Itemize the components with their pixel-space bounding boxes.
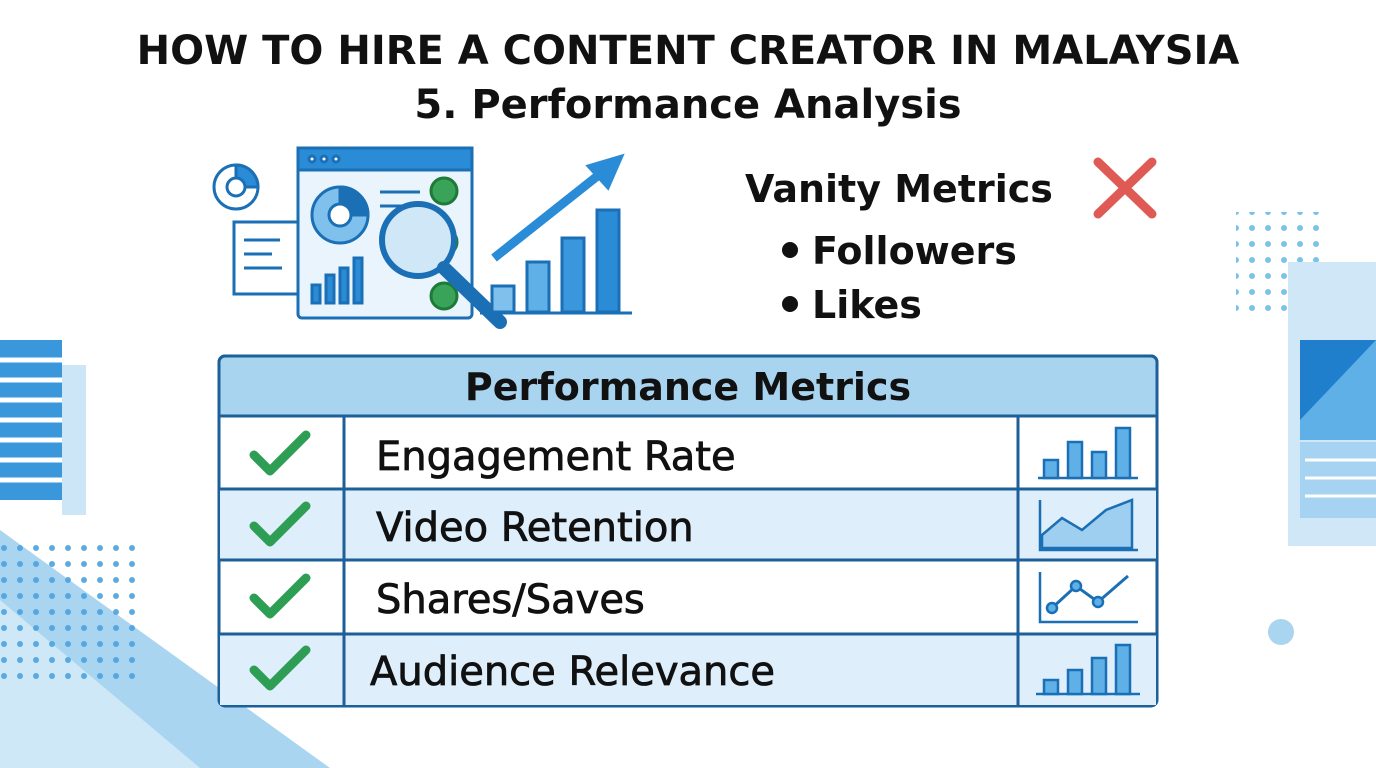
check-icons — [249, 430, 311, 691]
metrics-table: Performance Metrics Engagement Rate Vide… — [217, 354, 1159, 708]
vanity-item: Followers — [812, 229, 1017, 273]
table-header: Performance Metrics — [465, 365, 911, 409]
decoration-left — [0, 340, 330, 768]
title: HOW TO HIRE A CONTENT CREATOR IN MALAYSI… — [137, 28, 1240, 74]
mini-icons — [1036, 426, 1140, 696]
bullet — [782, 296, 798, 312]
subtitle: 5. Performance Analysis — [414, 82, 961, 128]
metric-name: Engagement Rate — [376, 434, 736, 480]
analytics-illustration — [212, 146, 632, 329]
decoration-right — [1236, 212, 1376, 645]
bullet — [782, 242, 798, 258]
metric-name: Shares/Saves — [376, 577, 645, 623]
cross-icon — [1093, 157, 1157, 219]
metric-name: Video Retention — [376, 505, 694, 551]
metric-name: Audience Relevance — [370, 649, 775, 695]
vanity-title: Vanity Metrics — [745, 167, 1053, 211]
vanity-item: Likes — [812, 283, 922, 327]
